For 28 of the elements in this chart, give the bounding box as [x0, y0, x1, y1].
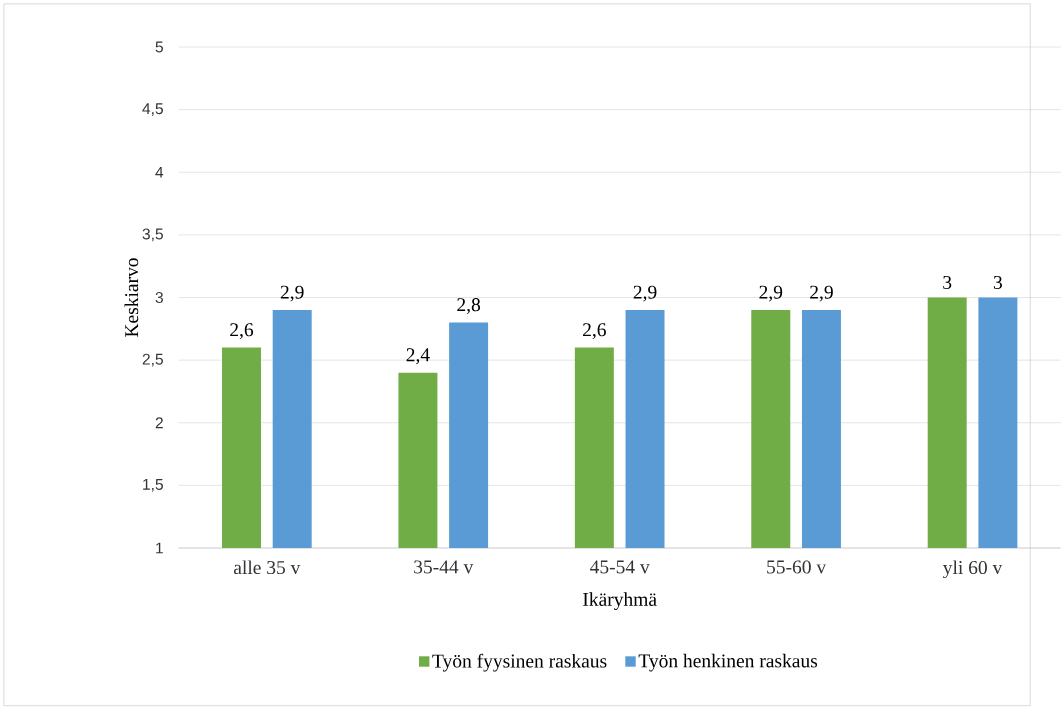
- legend-label: Työn henkinen raskaus: [638, 653, 818, 672]
- x-tick-label: 45-54 v: [590, 560, 650, 574]
- legend-label: Työn fyysinen raskaus: [432, 653, 607, 672]
- y-tick-label: 2: [155, 417, 163, 429]
- x-tick-label: alle 35 v: [233, 560, 301, 575]
- y-tick-label: 3,5: [142, 228, 163, 242]
- y-tick-label: 5: [155, 41, 163, 53]
- y-tick-label: 2,5: [142, 353, 163, 367]
- data-label: 2,6: [583, 323, 606, 340]
- x-axis-title: Ikäryhmä: [583, 592, 657, 611]
- x-tick-label: yli 60 v: [942, 560, 1003, 579]
- data-label: 2,8: [457, 298, 481, 315]
- y-tick-label: 3: [155, 292, 163, 304]
- y-tick-label: 4: [155, 167, 164, 178]
- data-label: 3: [943, 276, 952, 290]
- data-label: 2,9: [759, 285, 783, 302]
- y-tick-label: 1: [156, 542, 163, 554]
- y-tick-label: 1,5: [143, 479, 163, 492]
- data-label: 2,9: [810, 285, 833, 302]
- data-label: 2,9: [633, 285, 657, 302]
- data-label: 2,4: [406, 348, 430, 365]
- y-tick-label: 4,5: [142, 103, 163, 117]
- y-axis-title: Keskiarvo: [124, 258, 139, 338]
- data-label: 2,6: [230, 323, 254, 340]
- data-label: 3: [993, 276, 1002, 290]
- x-tick-label: 55-60 v: [767, 560, 827, 574]
- x-tick-label: 35-44 v: [414, 560, 474, 574]
- data-label: 2,9: [280, 285, 304, 302]
